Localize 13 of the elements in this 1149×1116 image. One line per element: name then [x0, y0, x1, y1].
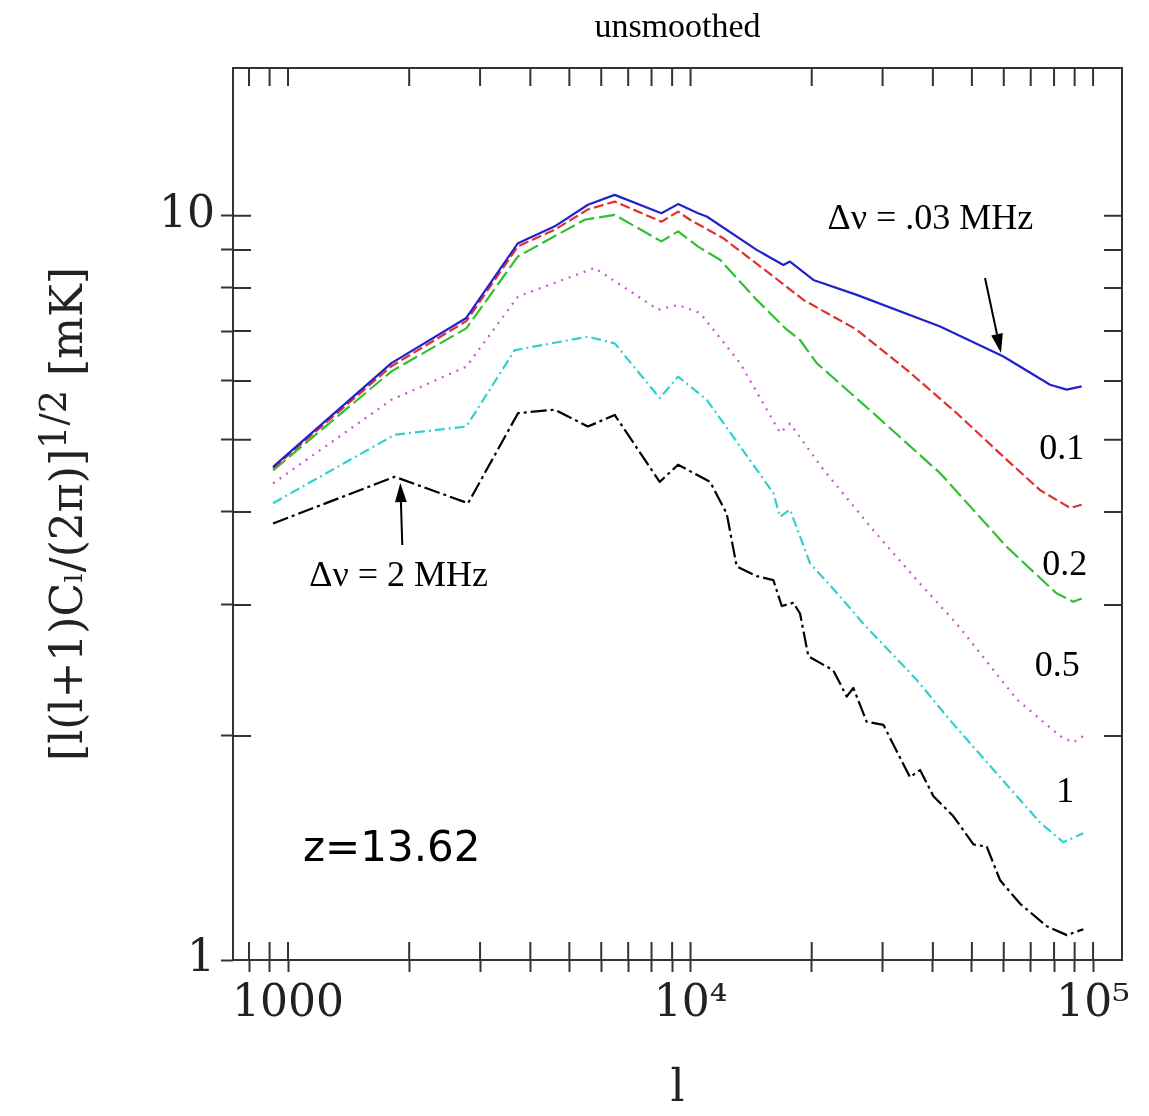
chart-title: unsmoothed — [594, 6, 761, 44]
y-tick-label: 10 — [159, 186, 215, 238]
series-label: 0.2 — [1042, 543, 1088, 583]
annotation: z=13.62 — [303, 821, 481, 871]
series-label: Δν = .03 MHz — [827, 197, 1034, 238]
legend-label: Δν = 2 MHz — [309, 554, 489, 595]
x-tick-label: 10⁴ — [653, 974, 728, 1026]
series-label: 0.1 — [1039, 427, 1085, 468]
x-axis-title: l — [670, 1060, 685, 1112]
x-tick-label: 10⁵ — [1056, 974, 1130, 1026]
series-label: 0.5 — [1034, 644, 1080, 685]
series-label: 1 — [1056, 769, 1075, 810]
x-tick-label: 1000 — [232, 974, 345, 1026]
